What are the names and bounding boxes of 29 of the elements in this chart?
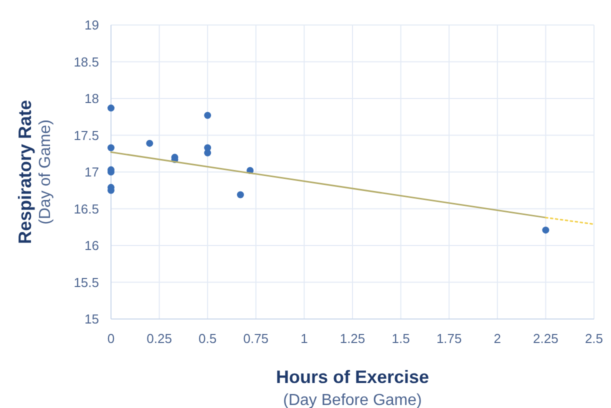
x-tick-label: 2 [494,331,502,346]
y-tick-label: 17 [84,164,99,180]
y-tick-label: 18 [84,91,99,106]
y-tick-label: 18.5 [74,54,99,70]
point [108,104,114,112]
x-tick-label: 1.75 [436,331,462,346]
y-tick-label: 15.5 [74,274,99,290]
x-tick-label: 1.25 [340,331,366,346]
point [542,226,550,234]
x-tick-label: 2.25 [533,331,558,346]
point [108,144,114,152]
x-tick-label: 0.5 [198,331,217,346]
point [146,140,154,147]
y-tick-label: 19 [84,18,99,33]
x-tick-label: 0.75 [243,331,269,346]
y-axis-title: Respiratory Rate (Day of Game) [15,100,54,244]
x-tick-label: 2.5 [584,331,604,346]
y-tick-label: 15 [84,312,99,327]
y-tick-label: 16 [84,238,99,254]
x-tick-label: 1.5 [392,331,410,346]
point [204,149,212,156]
x-tick-label: 1 [300,331,308,346]
point [204,112,212,119]
y-tick-label: 16.5 [74,201,99,216]
x-axis-title: Hours of Exercise (Day Before Game) [276,367,430,408]
x-tick-label: 0 [107,331,115,346]
x-tick-label: 0.25 [146,331,172,346]
y-tick-label: 17.5 [74,128,99,143]
point [236,191,244,198]
